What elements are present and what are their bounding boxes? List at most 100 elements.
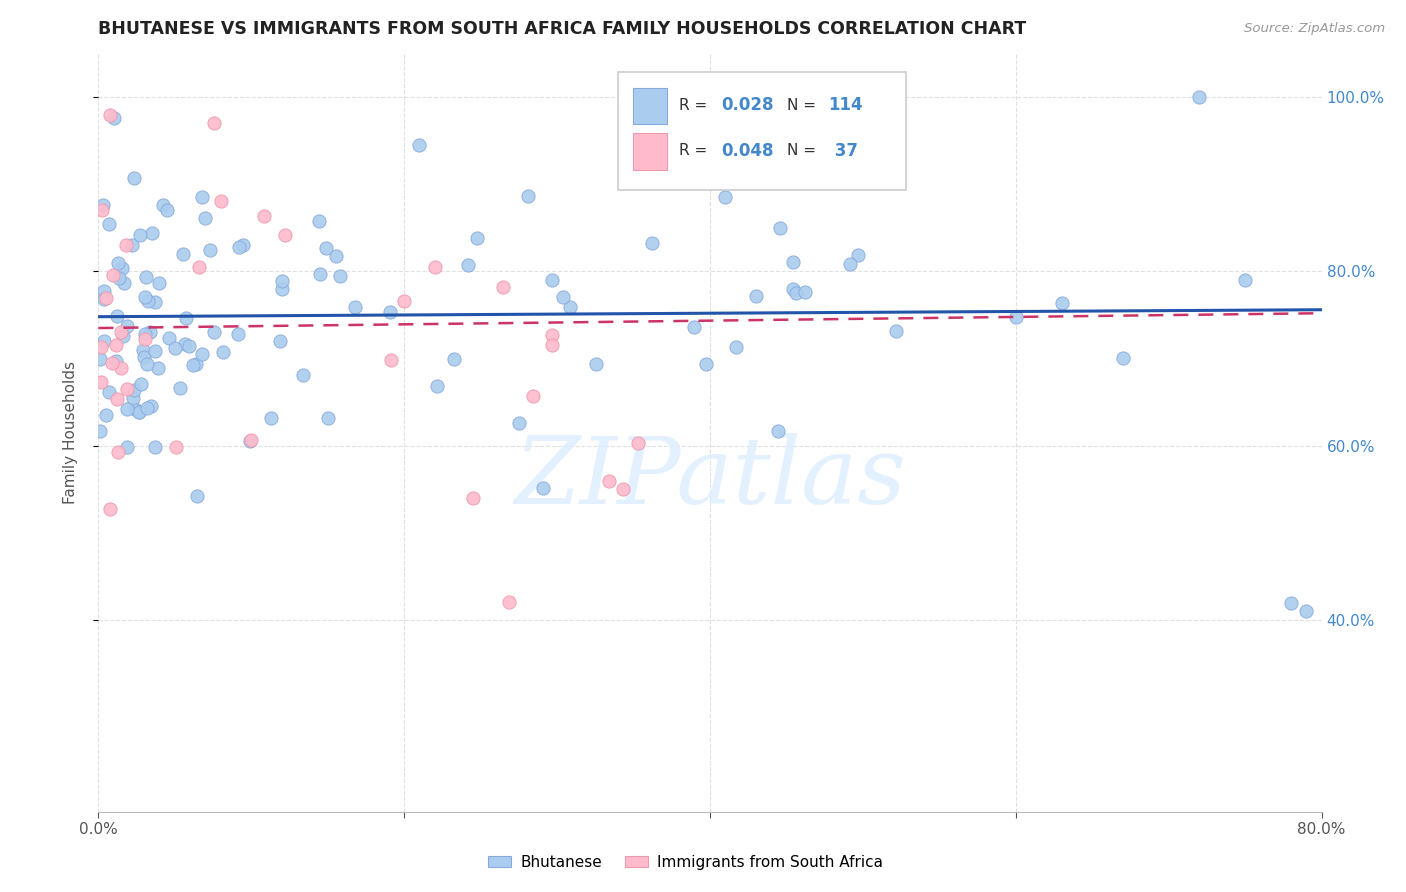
Point — [103, 111, 125, 125]
Point — [136, 293, 159, 308]
Point — [108, 270, 131, 285]
Point — [1112, 351, 1135, 365]
Point — [181, 358, 204, 372]
Point — [156, 202, 179, 217]
Point — [89, 424, 111, 438]
Point — [191, 347, 214, 361]
Point — [124, 402, 146, 417]
Point — [782, 255, 804, 269]
Point — [695, 357, 717, 371]
Point — [105, 338, 128, 352]
Point — [612, 483, 634, 497]
Point — [93, 284, 115, 298]
Point — [193, 211, 215, 225]
Point — [209, 194, 232, 209]
Point — [128, 405, 150, 419]
Point — [1004, 310, 1026, 324]
Point — [690, 169, 713, 184]
Point — [492, 280, 515, 294]
Point — [112, 329, 135, 343]
Point — [107, 444, 129, 458]
Point — [98, 384, 121, 399]
Point — [104, 354, 127, 368]
Point — [814, 127, 837, 141]
Point — [585, 357, 607, 371]
Point — [129, 227, 152, 242]
Point — [316, 411, 339, 425]
Point — [457, 259, 479, 273]
Point — [93, 334, 115, 348]
Point — [172, 247, 194, 261]
Point — [148, 276, 170, 290]
Point — [129, 376, 152, 391]
Point — [1279, 596, 1302, 610]
Point — [135, 357, 157, 371]
Point — [228, 240, 250, 254]
Point — [90, 375, 112, 389]
Point — [269, 334, 291, 349]
Point — [343, 300, 366, 314]
Point — [105, 392, 128, 406]
Text: R =: R = — [679, 97, 713, 112]
Point — [115, 238, 138, 252]
Point — [122, 170, 145, 185]
Point — [315, 241, 337, 255]
Point — [152, 198, 174, 212]
Bar — [633, 87, 668, 124]
Point — [1295, 604, 1317, 618]
Point — [136, 401, 159, 416]
Point — [107, 256, 129, 270]
Text: ZIPatlas: ZIPatlas — [515, 434, 905, 523]
Point — [212, 345, 235, 359]
Point — [202, 116, 225, 130]
Point — [131, 343, 153, 357]
Text: Source: ZipAtlas.com: Source: ZipAtlas.com — [1244, 22, 1385, 36]
Point — [134, 333, 156, 347]
Text: BHUTANESE VS IMMIGRANTS FROM SOUTH AFRICA FAMILY HOUSEHOLDS CORRELATION CHART: BHUTANESE VS IMMIGRANTS FROM SOUTH AFRIC… — [98, 21, 1026, 38]
Point — [380, 304, 402, 318]
Point — [508, 416, 530, 430]
Legend: Bhutanese, Immigrants from South Africa: Bhutanese, Immigrants from South Africa — [482, 849, 889, 876]
Text: 114: 114 — [828, 96, 863, 114]
Y-axis label: Family Households: Family Households — [63, 361, 77, 504]
Point — [101, 268, 124, 283]
Point — [540, 273, 562, 287]
Text: 37: 37 — [828, 142, 858, 160]
Point — [143, 440, 166, 454]
Point — [115, 318, 138, 333]
Point — [110, 325, 132, 339]
Point — [128, 405, 150, 419]
Point — [134, 290, 156, 304]
Point — [94, 408, 117, 422]
Point — [101, 356, 124, 370]
Point — [157, 331, 180, 345]
Point — [325, 249, 347, 263]
Point — [1050, 295, 1073, 310]
Point — [165, 440, 187, 454]
Point — [270, 274, 292, 288]
Point — [98, 217, 121, 231]
Point — [111, 260, 134, 275]
Text: 0.048: 0.048 — [721, 142, 773, 160]
Point — [165, 341, 187, 355]
Point — [309, 267, 332, 281]
Point — [551, 290, 574, 304]
Point — [186, 489, 208, 503]
Point — [766, 424, 789, 438]
Point — [522, 389, 544, 403]
Point — [141, 399, 163, 413]
Point — [122, 383, 145, 397]
Point — [517, 188, 540, 202]
Point — [683, 319, 706, 334]
Point — [100, 107, 122, 121]
Point — [408, 137, 430, 152]
Point — [461, 491, 484, 505]
Point — [146, 361, 169, 376]
Point — [122, 391, 145, 405]
Point — [392, 294, 416, 309]
Point — [90, 340, 112, 354]
Point — [141, 226, 163, 240]
Point — [725, 340, 748, 354]
Point — [169, 381, 191, 395]
Point — [115, 401, 138, 416]
